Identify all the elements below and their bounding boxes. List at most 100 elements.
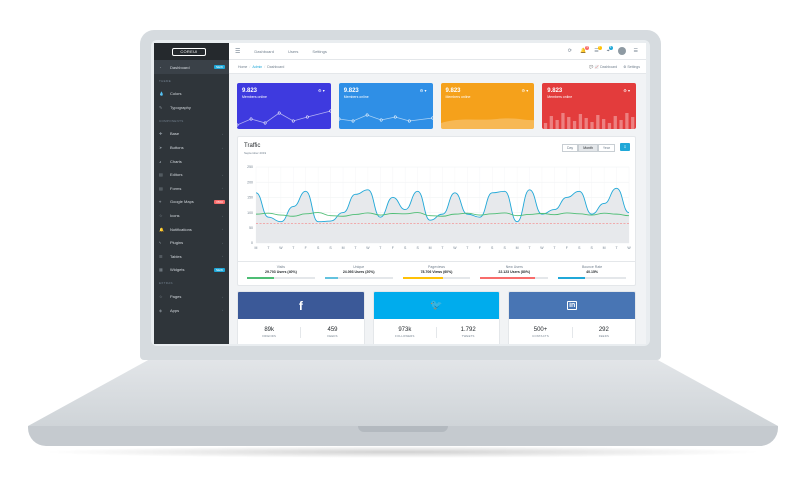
period-year-button[interactable]: Year bbox=[597, 144, 615, 152]
x-tick-label: S bbox=[416, 246, 419, 250]
sparkline-bar bbox=[555, 120, 560, 129]
location-icon[interactable]: ⌖ 9 bbox=[606, 46, 613, 54]
social-stat: 89k FRIENDS bbox=[238, 327, 300, 338]
breadcrumb-admin[interactable]: Admin bbox=[252, 64, 263, 69]
chat-icon: 💬 bbox=[589, 64, 595, 69]
sidebar-item-typography[interactable]: ✎ Typography bbox=[154, 101, 229, 115]
social-card[interactable]: 🐦 973k FOLLOWERS 1.792 TWEETS bbox=[372, 291, 501, 344]
calculator-icon: ▦ bbox=[159, 267, 163, 273]
breadcrumb-separator: / bbox=[249, 64, 251, 69]
progress-fill bbox=[558, 277, 586, 279]
brand[interactable]: COREUI bbox=[154, 43, 229, 60]
sidebar-item-plugins[interactable]: ϟ Plugins ‹ bbox=[154, 236, 229, 250]
x-tick-label: T bbox=[292, 246, 295, 250]
sidebar-item-dashboard[interactable]: ◔ Dashboard NEW bbox=[154, 60, 229, 74]
sparkline bbox=[440, 118, 535, 129]
x-tick-label: T bbox=[528, 246, 531, 250]
gear-icon[interactable]: ⚙ ▾ bbox=[623, 88, 630, 93]
period-month-button[interactable]: Month bbox=[578, 144, 598, 152]
chevron-left-icon: ‹ bbox=[222, 240, 223, 245]
chevron-left-icon: ‹ bbox=[222, 186, 223, 191]
notif-badge: 5 bbox=[585, 46, 590, 50]
bell-icon[interactable]: 🔔 5 bbox=[579, 46, 590, 54]
aside-menu-icon[interactable]: ☰ bbox=[633, 48, 638, 54]
x-tick-label: S bbox=[503, 246, 506, 250]
layers-icon: ◈ bbox=[159, 307, 163, 313]
breadcrumb-menu-dashboard[interactable]: 💬 📈 Dashboard bbox=[589, 65, 617, 69]
sparkline-bar bbox=[579, 114, 583, 129]
sidebar-item-label: Typography bbox=[170, 104, 191, 110]
refresh-icon[interactable]: ⟳ bbox=[567, 48, 572, 54]
sidebar-item-base[interactable]: ✚ Base ‹ bbox=[154, 127, 229, 141]
topnav-settings[interactable]: Settings bbox=[312, 48, 327, 54]
sidebar-item-editors[interactable]: ▤ Editors ‹ bbox=[154, 168, 229, 182]
breadcrumb-home[interactable]: Home bbox=[238, 64, 248, 69]
sidebar-item-label: Colors bbox=[170, 91, 182, 97]
x-tick-label: M bbox=[429, 246, 432, 250]
period-day-button[interactable]: Day bbox=[561, 144, 579, 152]
laptop-lid-notch bbox=[358, 426, 448, 432]
sparkline-point bbox=[431, 116, 433, 120]
hamburger-menu-icon[interactable]: ☰ bbox=[235, 48, 241, 55]
sidebar-item-tables[interactable]: ☰ Tables ‹ bbox=[154, 250, 229, 264]
sidebar: COREUI ◔ Dashboard NEW THEME 💧 Colors ✎ Typogra… bbox=[154, 43, 229, 344]
sidebar-item-label: Buttons bbox=[170, 145, 184, 151]
avatar[interactable] bbox=[617, 47, 626, 55]
sidebar-item-notifications[interactable]: 🔔 Notifications ‹ bbox=[154, 222, 229, 236]
sidebar-item-forms[interactable]: ▤ Forms ‹ bbox=[154, 182, 229, 196]
social-stat-label: FEEDS bbox=[598, 333, 610, 338]
sidebar-item-label: Dashboard bbox=[170, 64, 190, 70]
sparkline-point bbox=[351, 119, 355, 123]
stat-card[interactable]: 9.823 Members online ⚙ ▾ bbox=[542, 83, 636, 129]
list-icon[interactable]: ☰ 7 bbox=[594, 46, 602, 54]
x-tick-label: S bbox=[404, 246, 407, 250]
sidebar-section-title: EXTRAS bbox=[159, 281, 173, 286]
sidebar-badge: PRO bbox=[214, 199, 225, 204]
cloud-download-icon[interactable]: ⇩ bbox=[620, 143, 630, 151]
x-tick-label: M bbox=[516, 246, 519, 250]
y-tick-label: 100 bbox=[247, 211, 253, 215]
sparkline-point bbox=[329, 109, 331, 113]
topnav-users[interactable]: Users bbox=[287, 48, 299, 54]
social-card[interactable]: in 500+ CONTACTS 292 FEEDS bbox=[508, 291, 637, 344]
traffic-stat: New Users 22.123 Users (80%) bbox=[475, 265, 553, 284]
note-icon: ▤ bbox=[159, 185, 163, 191]
sidebar-item-pages[interactable]: ☆ Pages ‹ bbox=[154, 290, 229, 304]
topbar-actions: ⟳ 🔔 5 ☰ 7 ⌖ 9 ☰ bbox=[567, 46, 638, 55]
stat-card-label: Members online bbox=[547, 95, 573, 99]
breadcrumb-menu-settings[interactable]: ⚙ Settings bbox=[623, 65, 640, 69]
sparkline-bar bbox=[596, 115, 600, 129]
y-tick-label: 50 bbox=[249, 226, 253, 230]
social-stat: 1.792 TWEETS bbox=[436, 326, 499, 338]
sidebar-item-charts[interactable]: ◕ Charts bbox=[154, 154, 229, 168]
chevron-left-icon: ‹ bbox=[222, 308, 223, 313]
gear-icon[interactable]: ⚙ ▾ bbox=[521, 88, 529, 93]
traffic-stat-label: Bounce Rate bbox=[581, 265, 603, 269]
progress-bar bbox=[247, 277, 315, 279]
sidebar-item-icons[interactable]: ☆ Icons ‹ bbox=[154, 209, 229, 223]
sparkline-point bbox=[407, 119, 411, 123]
stat-card[interactable]: 9.823 Members online ⚙ ▾ bbox=[338, 83, 433, 129]
stat-card[interactable]: 9.823 Members online ⚙ ▾ bbox=[440, 83, 535, 129]
sidebar-item-label: Tables bbox=[170, 253, 182, 259]
breadcrumb-menu-dashboard-label: Dashboard bbox=[600, 64, 618, 69]
sidebar-item-colors[interactable]: 💧 Colors bbox=[154, 87, 229, 101]
sidebar-item-google-maps[interactable]: ⌖ Google Maps PRO bbox=[154, 195, 229, 209]
sidebar-item-apps[interactable]: ◈ Apps ‹ bbox=[154, 303, 229, 317]
gear-icon[interactable]: ⚙ ▾ bbox=[318, 88, 325, 93]
gear-icon: ⚙ bbox=[623, 64, 628, 69]
x-tick-label: W bbox=[453, 246, 457, 250]
social-card[interactable]: f 89k FRIENDS 459 FEEDS bbox=[237, 291, 365, 344]
cursor-icon: ➤ bbox=[159, 145, 163, 151]
x-tick-label: T bbox=[615, 246, 618, 250]
sidebar-item-buttons[interactable]: ➤ Buttons ‹ bbox=[154, 141, 229, 155]
sparkline-point bbox=[338, 117, 341, 121]
stat-card[interactable]: 9.823 Members online ⚙ ▾ bbox=[237, 83, 331, 129]
sidebar-item-widgets[interactable]: ▦ Widgets NEW bbox=[154, 263, 229, 277]
topnav-dashboard[interactable]: Dashboard bbox=[254, 48, 274, 54]
breadcrumb-menu: 💬 📈 Dashboard ⚙ Settings bbox=[589, 65, 640, 69]
traffic-stat-value: 29.703 Users (40%) bbox=[265, 270, 297, 274]
social-stat-value: 292 bbox=[598, 326, 609, 333]
x-tick-label: M bbox=[342, 246, 345, 250]
gear-icon[interactable]: ⚙ ▾ bbox=[419, 88, 427, 93]
